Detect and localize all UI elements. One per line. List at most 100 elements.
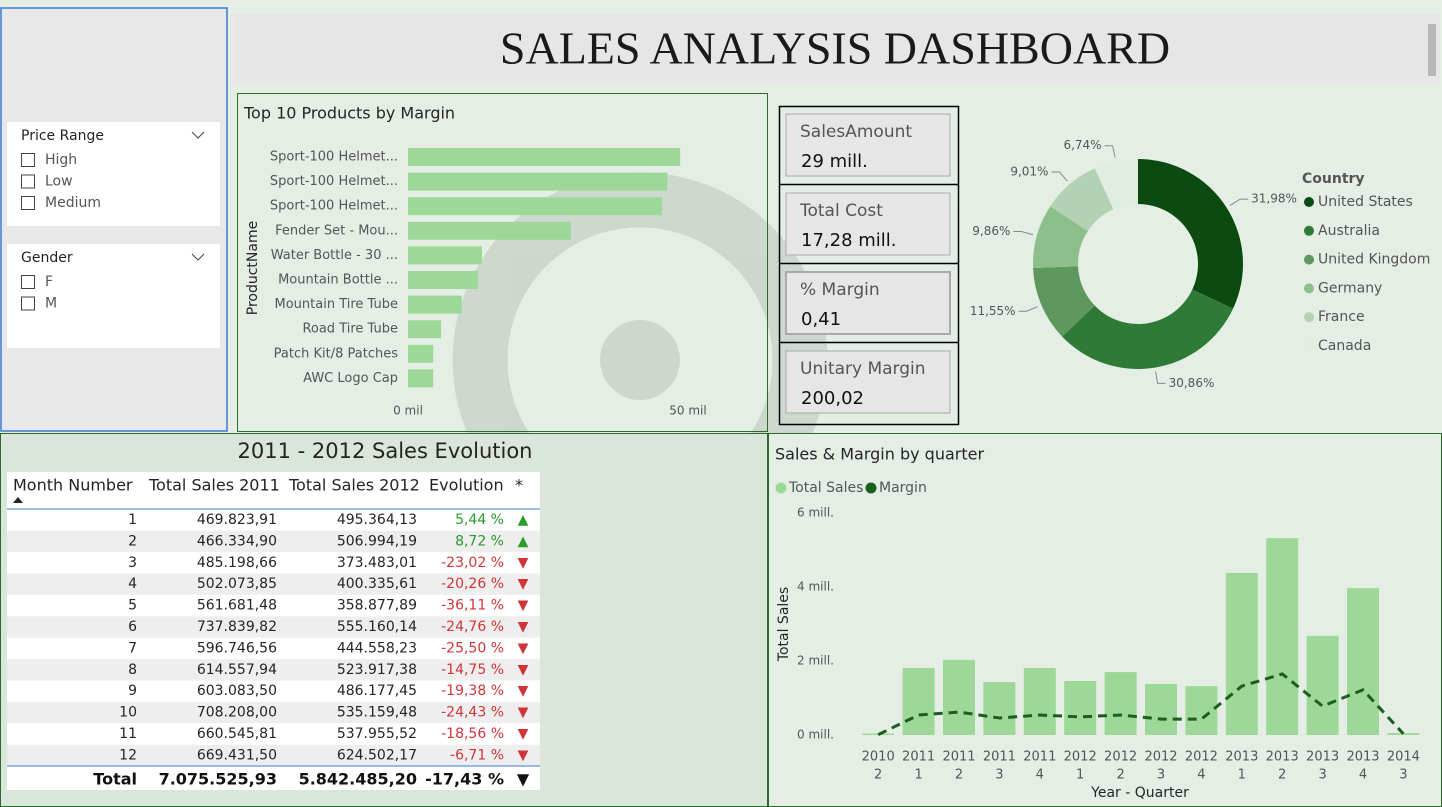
table-cell: 561.681,48	[197, 598, 277, 614]
slicer-card	[7, 244, 220, 348]
table-cell: 485.198,66	[197, 555, 277, 571]
row-band	[7, 701, 540, 724]
legend-marker[interactable]	[1304, 254, 1314, 265]
slicer-option[interactable]: Low	[45, 174, 73, 190]
legend-marker[interactable]	[865, 482, 877, 494]
table-cell: 7	[128, 640, 137, 656]
bar	[1185, 686, 1218, 735]
checkbox[interactable]	[21, 296, 35, 311]
leader-line	[1051, 171, 1068, 182]
legend-label[interactable]: France	[1318, 309, 1365, 325]
leader-line	[1013, 231, 1034, 236]
table-cell: ▲	[518, 512, 529, 528]
bar	[408, 148, 681, 166]
dashboard-title: SALES ANALYSIS DASHBOARD	[500, 23, 1170, 74]
x-tick-label: 4	[1036, 768, 1044, 783]
combo-panel	[768, 433, 1442, 807]
y-tick-label: Mountain Bottle ...	[278, 273, 398, 288]
legend-marker[interactable]	[1304, 197, 1314, 207]
y-tick-label: Water Bottle - 30 ...	[271, 248, 398, 263]
x-tick-label: 2011	[902, 750, 935, 765]
data-label: 31,98%	[1251, 192, 1297, 206]
column-header[interactable]: Month Number	[13, 476, 133, 495]
slicer-chevron[interactable]	[191, 131, 205, 139]
margin-line	[877, 672, 1405, 736]
x-tick-label: 2012	[1144, 750, 1177, 765]
checkbox[interactable]	[21, 196, 35, 210]
slicer-option[interactable]: High	[45, 152, 77, 168]
legend-marker[interactable]	[1304, 283, 1314, 294]
y-tick-label: Mountain Tire Tube	[275, 297, 399, 312]
legend-marker[interactable]	[1304, 225, 1314, 236]
slicer-chevron[interactable]	[191, 253, 205, 261]
column-header[interactable]: Total Sales 2012	[288, 476, 420, 495]
legend-label[interactable]: United Kingdom	[1318, 252, 1430, 268]
legend-marker[interactable]	[1304, 312, 1314, 323]
bar	[1266, 538, 1299, 735]
table-cell: -6,71 %	[450, 747, 504, 763]
table-cell: -20,26 %	[441, 576, 504, 592]
legend-marker[interactable]	[775, 482, 787, 494]
table-cell: 535.159,48	[337, 705, 417, 721]
bar	[408, 221, 571, 240]
data-label: 6,74%	[1063, 138, 1101, 152]
x-tick-label: 3	[1157, 768, 1165, 783]
legend-label[interactable]: Canada	[1318, 338, 1371, 354]
sort-indicator[interactable]	[13, 497, 23, 503]
x-tick-label: 2	[955, 768, 963, 783]
table-cell: 495.364,13	[337, 512, 417, 528]
table-cell: ▼	[518, 555, 529, 571]
checkbox[interactable]	[21, 153, 35, 167]
table-cell: 2	[128, 533, 137, 549]
table-cell: 8,72 %	[455, 533, 504, 549]
axis-title: Year - Quarter	[1090, 785, 1189, 801]
column-header[interactable]: Evolution	[429, 476, 504, 495]
table-cell: 660.545,81	[197, 726, 277, 742]
slicer-option[interactable]: M	[45, 296, 57, 312]
bar	[943, 659, 975, 735]
legend-label[interactable]: Germany	[1318, 280, 1382, 296]
x-tick-label: 2011	[942, 750, 975, 765]
x-tick-label: 4	[1197, 768, 1205, 783]
x-tick-label: 2	[1116, 768, 1124, 783]
checkbox[interactable]	[21, 174, 35, 189]
table-cell: -25,50 %	[441, 640, 504, 656]
y-tick-label: Sport-100 Helmet...	[270, 174, 398, 189]
table-cell: 6	[128, 619, 137, 635]
column-header[interactable]: *	[515, 476, 523, 495]
table-cell: 1	[128, 512, 137, 528]
bar	[1023, 668, 1056, 735]
slicer-title: Gender	[21, 250, 73, 266]
scrollbar[interactable]	[1428, 24, 1436, 76]
table-cell: 555.160,14	[337, 619, 417, 635]
x-tick-label: 2013	[1266, 750, 1299, 765]
legend-label[interactable]: Australia	[1318, 223, 1380, 239]
table-cell: ▼	[518, 726, 529, 742]
slicer-option[interactable]: Medium	[45, 195, 101, 211]
bar	[1306, 635, 1339, 735]
x-tick-label: 2014	[1387, 750, 1420, 765]
x-tick-label: 2	[874, 768, 882, 783]
table-cell: 523.917,38	[337, 662, 417, 678]
table-cell: ▼	[518, 747, 529, 763]
table-cell: 469.823,91	[197, 512, 277, 528]
bar	[1387, 733, 1420, 735]
x-tick-label: 2010	[862, 750, 895, 765]
legend-label[interactable]: Total Sales	[788, 480, 863, 496]
x-tick-label: 4	[1359, 768, 1367, 783]
table-cell: -14,75 %	[441, 662, 504, 678]
donut-slice	[1138, 159, 1244, 309]
x-tick-label: 2013	[1225, 750, 1258, 765]
donut-slice	[1062, 289, 1234, 370]
kpi-label: Unitary Margin	[800, 359, 926, 379]
kpi-label: SalesAmount	[800, 122, 912, 142]
table-cell: 669.431,50	[197, 747, 277, 763]
bar	[408, 172, 668, 191]
table-cell: 5	[128, 598, 137, 614]
slicer-option[interactable]: F	[45, 274, 53, 290]
column-header[interactable]: Total Sales 2011	[148, 476, 280, 495]
checkbox[interactable]	[21, 275, 35, 289]
legend-label[interactable]: Margin	[879, 480, 927, 496]
legend-label[interactable]: United States	[1318, 194, 1413, 210]
legend-marker[interactable]	[1304, 341, 1314, 351]
